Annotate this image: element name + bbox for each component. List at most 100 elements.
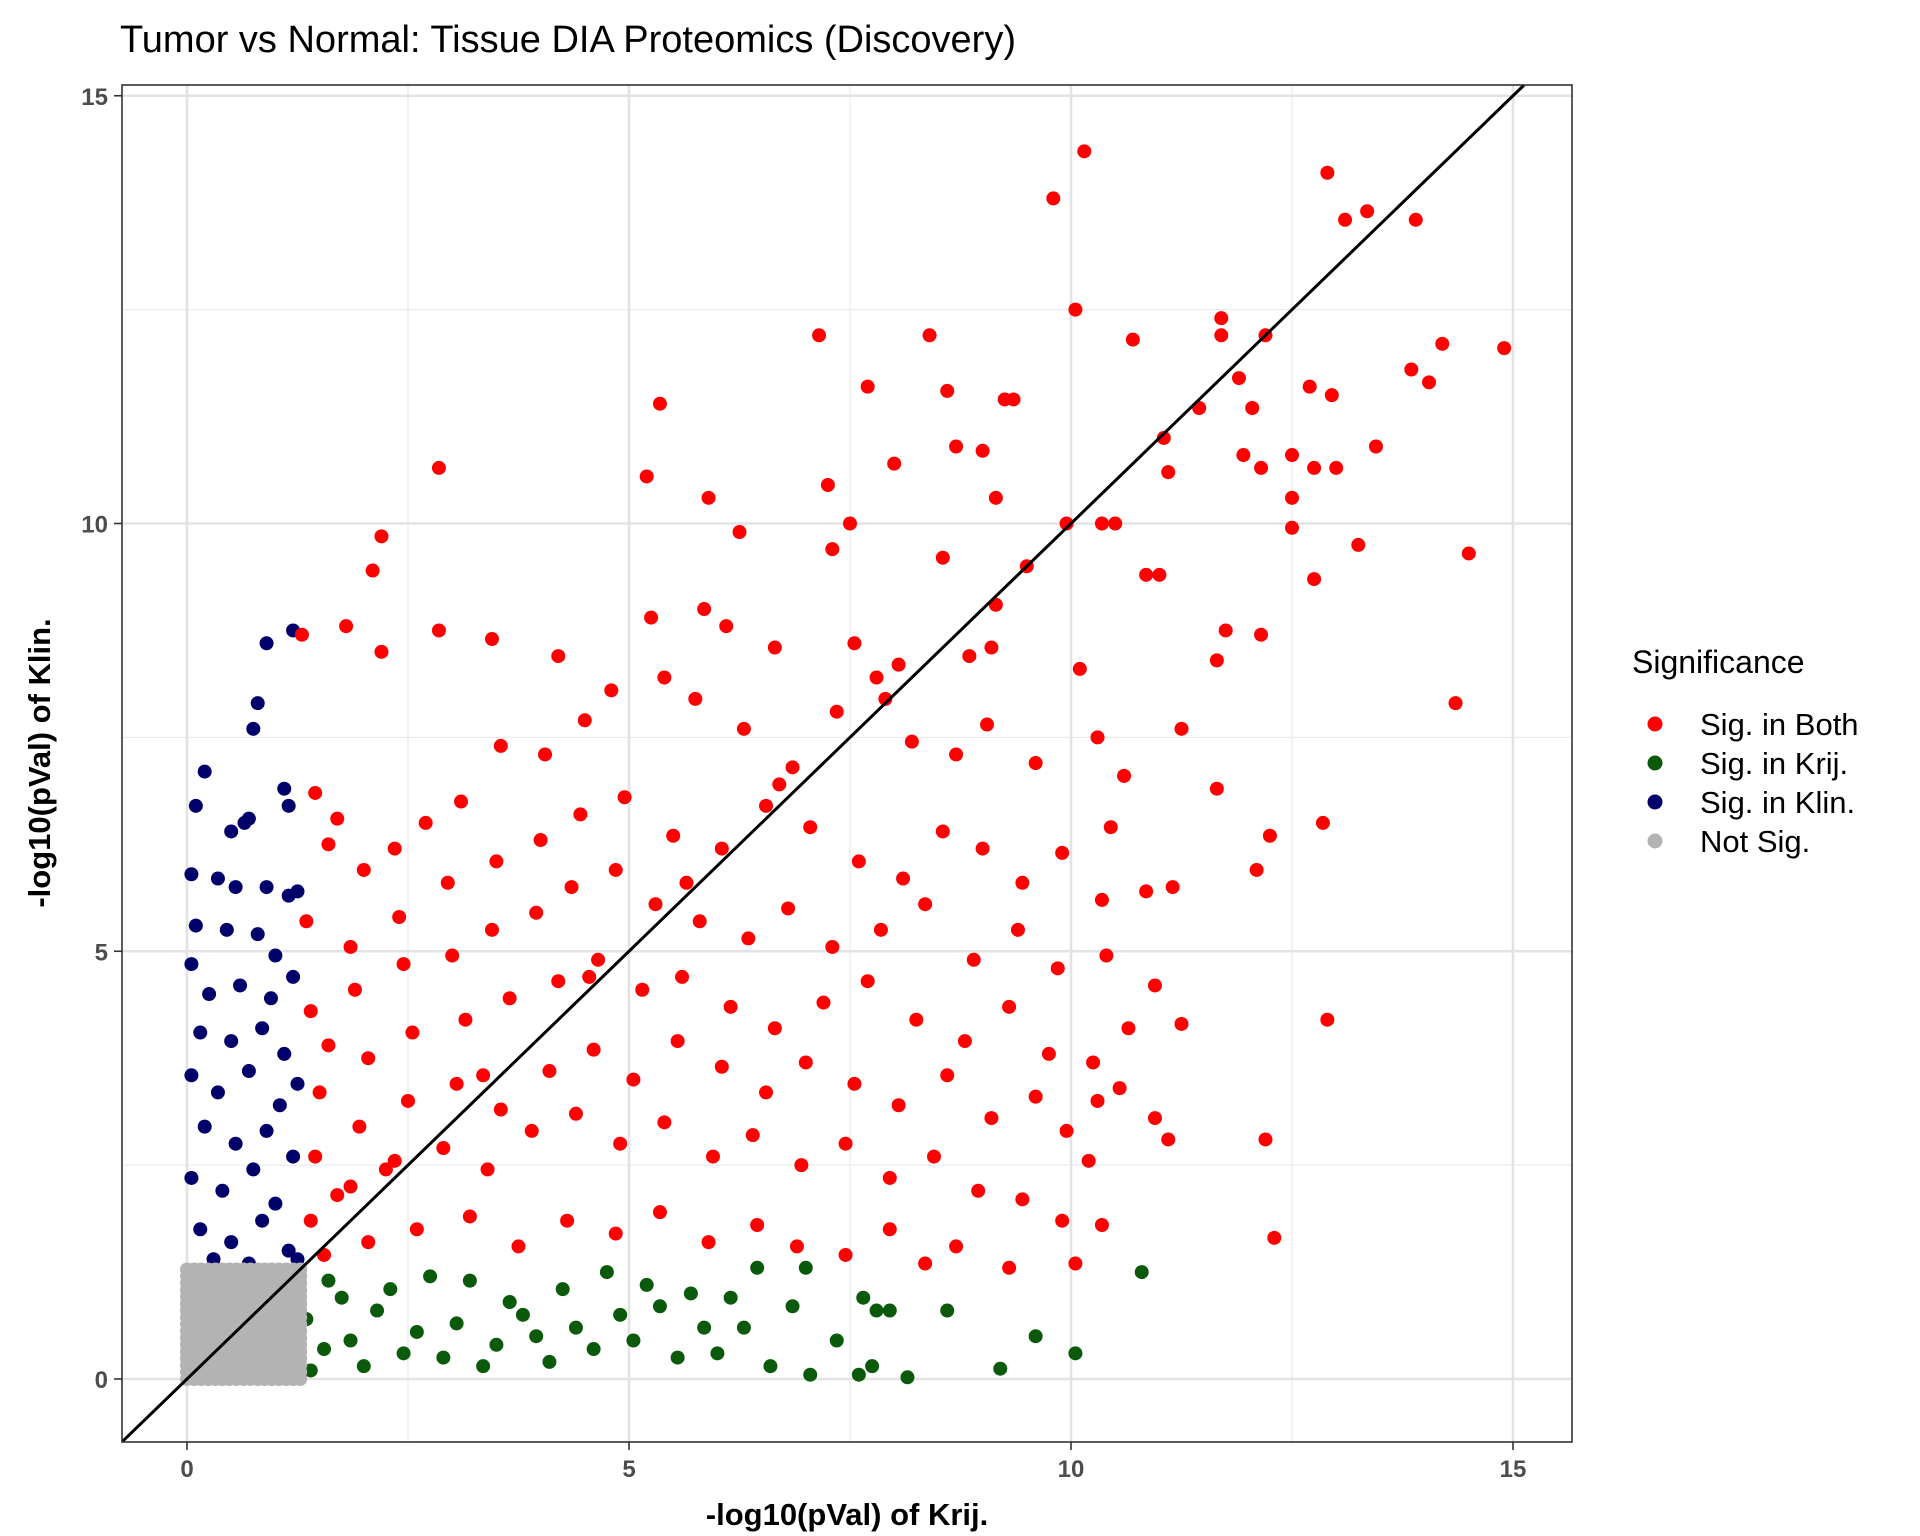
data-point bbox=[370, 1303, 385, 1318]
data-point bbox=[829, 1333, 844, 1348]
data-point bbox=[303, 1004, 318, 1019]
data-point bbox=[763, 1359, 778, 1374]
data-point bbox=[825, 542, 840, 557]
data-point bbox=[184, 1170, 199, 1185]
data-point bbox=[303, 1363, 318, 1378]
data-point bbox=[542, 1354, 557, 1369]
data-point bbox=[241, 811, 256, 826]
data-point bbox=[1368, 439, 1383, 454]
data-point bbox=[1028, 1329, 1043, 1344]
data-point bbox=[524, 1123, 539, 1138]
x-axis: 0 5 10 15 bbox=[180, 1442, 1526, 1483]
data-point bbox=[458, 1012, 473, 1027]
data-point bbox=[1068, 1256, 1083, 1271]
data-point bbox=[838, 1247, 853, 1262]
data-point bbox=[387, 1153, 402, 1168]
data-point bbox=[670, 1350, 685, 1365]
data-point bbox=[1055, 1213, 1070, 1228]
data-point bbox=[988, 490, 1003, 505]
data-point bbox=[1315, 815, 1330, 830]
data-point bbox=[935, 550, 950, 565]
data-point bbox=[657, 1115, 672, 1130]
data-point bbox=[1059, 1123, 1074, 1138]
data-point bbox=[197, 764, 212, 779]
data-point bbox=[449, 1316, 464, 1331]
data-point bbox=[454, 794, 469, 809]
data-point bbox=[290, 884, 305, 899]
data-point bbox=[347, 982, 362, 997]
data-point bbox=[241, 1064, 256, 1079]
data-point bbox=[277, 781, 292, 796]
data-point bbox=[356, 862, 371, 877]
data-point bbox=[789, 1239, 804, 1254]
data-point bbox=[909, 1012, 924, 1027]
data-point bbox=[281, 798, 296, 813]
data-point bbox=[626, 1333, 641, 1348]
data-point bbox=[568, 1320, 583, 1335]
y-axis: 0 5 10 15 bbox=[81, 84, 122, 1394]
data-point bbox=[502, 1295, 517, 1310]
data-point bbox=[816, 995, 831, 1010]
data-point bbox=[387, 841, 402, 856]
data-point bbox=[843, 516, 857, 531]
data-point bbox=[418, 815, 433, 830]
data-point bbox=[1086, 1055, 1101, 1070]
data-point bbox=[626, 1072, 641, 1087]
data-point bbox=[1147, 1111, 1162, 1126]
data-point bbox=[255, 1021, 270, 1036]
data-point bbox=[184, 957, 199, 972]
data-point bbox=[529, 1329, 544, 1344]
data-point bbox=[719, 619, 734, 634]
data-point bbox=[1165, 880, 1180, 895]
y-tick-label: 0 bbox=[95, 1367, 108, 1394]
data-point bbox=[228, 1136, 243, 1151]
data-point bbox=[935, 824, 950, 839]
data-point bbox=[1435, 336, 1450, 351]
data-point bbox=[940, 1068, 955, 1083]
data-point bbox=[759, 1085, 774, 1100]
data-point bbox=[1094, 892, 1109, 907]
data-point bbox=[1236, 448, 1251, 463]
data-point bbox=[286, 1149, 301, 1164]
data-point bbox=[1285, 520, 1299, 535]
data-point bbox=[873, 922, 888, 937]
data-point bbox=[666, 828, 681, 843]
data-point bbox=[820, 478, 835, 493]
data-point bbox=[1147, 978, 1162, 993]
data-point bbox=[829, 704, 844, 719]
data-point bbox=[705, 1149, 720, 1164]
data-point bbox=[1028, 756, 1043, 771]
data-point bbox=[334, 1290, 349, 1305]
data-point bbox=[1139, 884, 1154, 899]
plot-border bbox=[121, 84, 1573, 1443]
legend-swatch bbox=[1647, 794, 1663, 810]
data-point bbox=[882, 1170, 897, 1185]
data-point bbox=[714, 841, 729, 856]
data-point bbox=[648, 897, 663, 912]
data-point bbox=[321, 837, 336, 852]
data-point bbox=[255, 1213, 270, 1228]
data-point bbox=[882, 1222, 897, 1237]
data-point bbox=[409, 1324, 424, 1339]
data-point bbox=[1015, 1192, 1030, 1207]
data-point bbox=[343, 1179, 358, 1194]
data-point bbox=[891, 657, 906, 672]
y-tick-label: 5 bbox=[95, 939, 108, 966]
data-point bbox=[1351, 537, 1366, 552]
data-point bbox=[1214, 311, 1229, 326]
data-point bbox=[321, 1273, 336, 1288]
data-point bbox=[1161, 465, 1176, 480]
data-point bbox=[599, 1265, 614, 1280]
data-point bbox=[1010, 922, 1025, 937]
data-point bbox=[984, 1111, 999, 1126]
data-point bbox=[851, 1367, 866, 1382]
data-point bbox=[303, 1213, 318, 1228]
data-point bbox=[374, 644, 389, 659]
data-point bbox=[268, 1196, 283, 1211]
data-point bbox=[401, 1093, 415, 1108]
x-tick-label: 15 bbox=[1500, 1456, 1527, 1483]
data-point bbox=[798, 1055, 813, 1070]
data-point bbox=[294, 627, 309, 642]
